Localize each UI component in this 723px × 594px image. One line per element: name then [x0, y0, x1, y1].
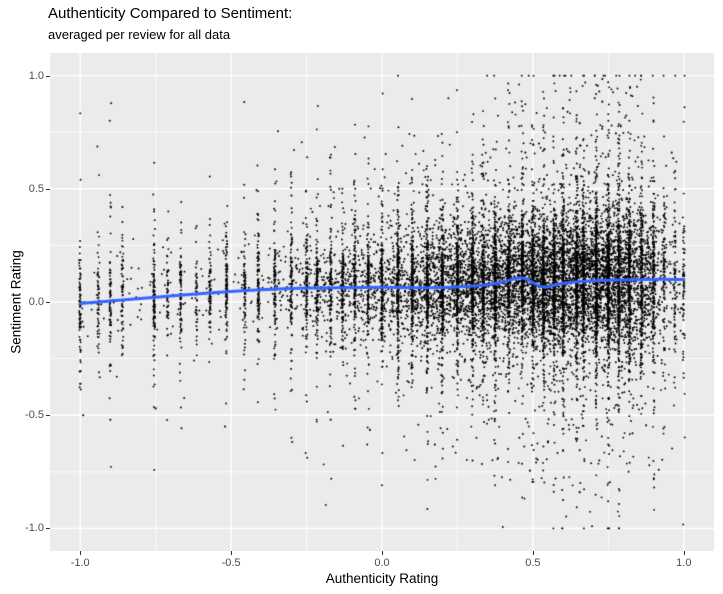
- y-axis-title: Sentiment Rating: [8, 250, 24, 354]
- y-axis-tick-mark: [46, 415, 50, 417]
- y-axis-tick-label: -1.0: [25, 522, 44, 535]
- x-axis-tick-label: 0.5: [525, 557, 541, 569]
- plot-subtitle: averaged per review for all data: [48, 27, 231, 42]
- plot-title: Authenticity Compared to Sentiment:: [48, 5, 293, 22]
- x-axis-tick-label: 1.0: [676, 557, 692, 569]
- y-axis-tick-label: -0.5: [25, 409, 44, 422]
- x-axis-tick-label: -0.5: [221, 557, 241, 569]
- y-axis-tick-mark: [46, 75, 50, 77]
- x-axis-tick-mark: [382, 551, 383, 555]
- x-axis-tick-mark: [532, 551, 534, 555]
- scatter-canvas: [50, 53, 714, 551]
- x-axis-tick-label: -1.0: [70, 557, 90, 569]
- y-axis-tick-mark: [46, 302, 50, 303]
- plot-panel: [50, 53, 714, 551]
- y-axis-tick-label: 0.5: [28, 182, 44, 195]
- y-axis-tick-label: 0.0: [28, 296, 44, 308]
- y-axis-tick-label: 1.0: [28, 69, 44, 82]
- x-axis-tick-label: 0.0: [374, 557, 390, 569]
- y-axis-tick-mark: [46, 188, 50, 190]
- x-axis-title: Authenticity Rating: [325, 571, 439, 586]
- y-axis-tick-mark: [46, 528, 50, 530]
- x-axis-tick-mark: [80, 551, 82, 555]
- x-axis-tick-mark: [231, 551, 233, 555]
- x-axis-tick-mark: [683, 551, 685, 555]
